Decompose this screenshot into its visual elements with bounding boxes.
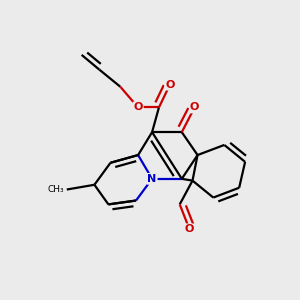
Text: N: N [148, 174, 157, 184]
Text: O: O [134, 103, 143, 112]
Text: O: O [185, 224, 194, 234]
Text: O: O [190, 103, 199, 112]
Text: CH₃: CH₃ [47, 185, 64, 194]
Text: O: O [165, 80, 175, 90]
